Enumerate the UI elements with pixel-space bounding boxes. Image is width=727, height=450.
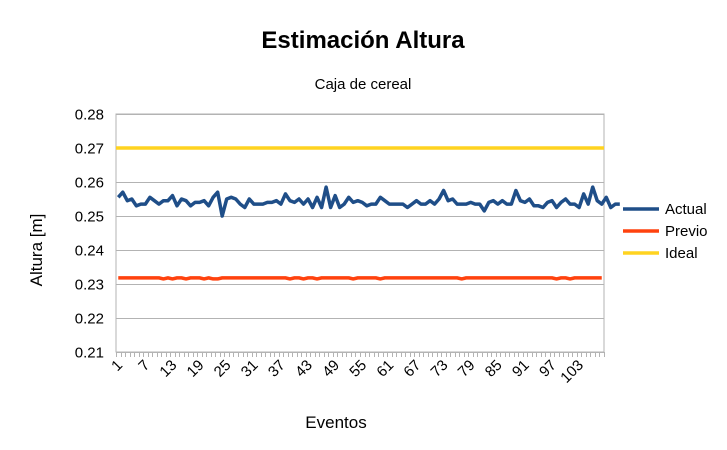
y-tick-label: 0.28 (75, 107, 104, 124)
plot-area (115, 113, 605, 353)
series-lines (116, 146, 620, 281)
y-tick-label: 0.24 (75, 243, 104, 260)
y-tick-label: 0.23 (75, 277, 104, 294)
legend-label-previo: Previo (665, 223, 708, 240)
legend: Actual Previo Ideal (623, 201, 708, 262)
legend-label-ideal: Ideal (665, 245, 698, 262)
legend-label-actual: Actual (665, 201, 707, 218)
x-tick-label: 61 (373, 357, 397, 381)
x-tick-label: 73 (428, 357, 452, 381)
y-tick-label: 0.22 (75, 311, 104, 328)
x-tick-label: 91 (509, 357, 533, 381)
series-line-previo (118, 276, 602, 281)
x-tick-label: 85 (482, 357, 506, 381)
series-line-actual (116, 185, 620, 218)
y-tick-label: 0.21 (75, 345, 104, 362)
x-axis-label: Eventos (305, 413, 366, 432)
x-tick-label: 19 (184, 357, 208, 381)
x-tick-label: 1 (108, 357, 126, 375)
y-axis-ticks: 0.21 0.22 0.23 0.24 0.25 0.26 0.27 0.28 (75, 107, 104, 362)
y-tick-label: 0.27 (75, 141, 104, 158)
plot-frame (115, 113, 605, 353)
x-tick-label: 43 (292, 357, 316, 381)
x-tick-label: 37 (265, 357, 289, 381)
x-tick-label: 97 (536, 357, 560, 381)
x-tick-label: 13 (156, 357, 180, 381)
x-tick-label: 55 (346, 357, 370, 381)
x-tick-label: 79 (455, 357, 479, 381)
x-tick-label: 49 (319, 357, 343, 381)
chart-title: Estimación Altura (261, 27, 465, 54)
y-axis-label: Altura [m] (27, 214, 46, 287)
y-tick-label: 0.25 (75, 209, 104, 226)
y-tick-label: 0.26 (75, 175, 104, 192)
x-tick-label: 31 (238, 357, 262, 381)
x-tick-label: 7 (135, 357, 153, 375)
x-tick-label: 25 (211, 357, 235, 381)
x-tick-label: 103 (557, 357, 587, 387)
chart-subtitle: Caja de cereal (315, 76, 412, 93)
x-tick-label: 67 (400, 357, 424, 381)
